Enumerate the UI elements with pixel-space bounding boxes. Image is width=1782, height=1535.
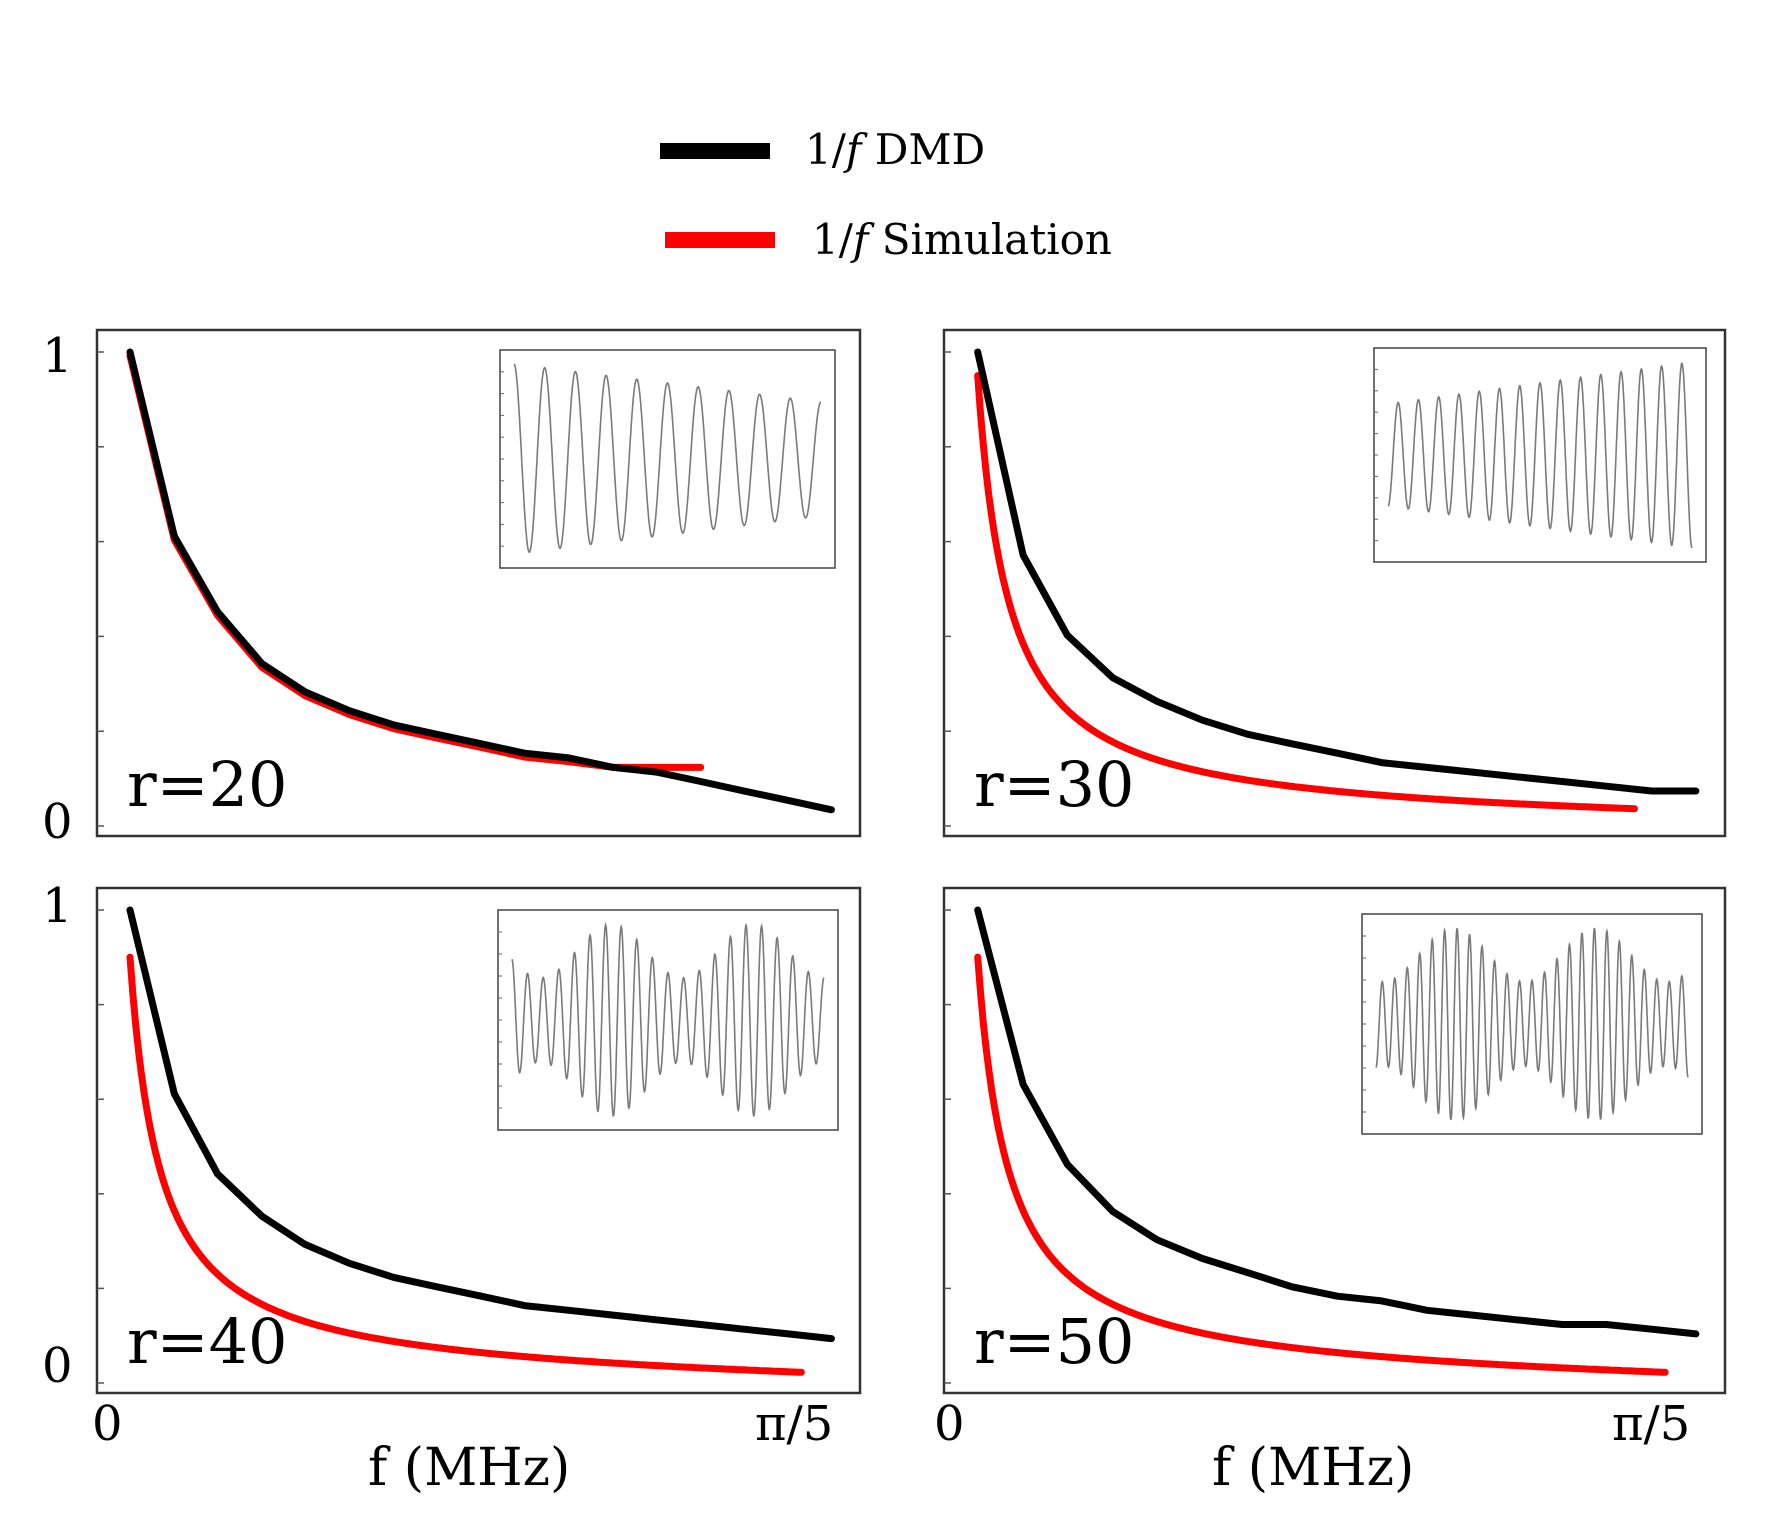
panel-4: r=50: [942, 886, 1727, 1395]
legend-swatch-dmd: [660, 143, 770, 159]
x-tick-end-right: π/5: [1612, 1396, 1690, 1452]
inset: [1373, 347, 1707, 563]
inset-signal-line: [1387, 362, 1693, 549]
inset-frame: [497, 909, 839, 1131]
inset-signal-line: [1375, 927, 1689, 1121]
panel-frame: [942, 886, 1727, 1395]
x-axis-title-left: f (MHz): [368, 1438, 570, 1498]
legend-label-simulation: 1/𝑓 Simulation: [812, 215, 1112, 264]
x-tick-end-left: π/5: [755, 1396, 833, 1452]
panel-3: r=40: [95, 886, 862, 1395]
panel-r-label: r=50: [974, 1305, 1134, 1378]
y-tick-top-panel3: 1: [42, 878, 73, 934]
panel-2: r=30: [942, 328, 1727, 838]
panel-r-label: r=20: [127, 748, 287, 821]
inset: [1361, 913, 1703, 1135]
y-tick-top-panel1: 1: [42, 328, 73, 384]
panel-r-label: r=30: [974, 748, 1134, 821]
y-tick-bottom-panel3: 0: [42, 1338, 73, 1394]
series-dmd-line: [126, 906, 835, 1343]
x-tick-start-right: 0: [934, 1396, 965, 1452]
inset-frame: [1361, 913, 1703, 1135]
series-dmd-line: [126, 348, 835, 814]
panel-frame: [95, 886, 862, 1395]
panel-frame: [942, 328, 1727, 838]
y-tick-labels: 1 0 1 0: [42, 328, 73, 1394]
series-dmd-line: [974, 906, 1700, 1338]
x-axis-title-right: f (MHz): [1212, 1438, 1414, 1498]
series-dmd-line: [974, 348, 1700, 795]
legend: 1/𝑓 DMD 1/𝑓 Simulation: [660, 125, 1112, 264]
legend-swatch-simulation: [665, 232, 775, 248]
y-tick-bottom-panel1: 0: [42, 794, 73, 850]
inset: [497, 909, 839, 1131]
inset-signal-line: [513, 363, 822, 554]
x-axis-labels: 0 π/5 f (MHz) 0 π/5 f (MHz): [92, 1396, 1690, 1498]
legend-label-dmd: 1/𝑓 DMD: [805, 125, 985, 174]
panel-frame: [95, 328, 862, 838]
panel-1: r=20: [95, 328, 862, 838]
series-simulation-line: [974, 953, 1669, 1376]
series-simulation-line: [974, 372, 1638, 813]
panel-r-label: r=40: [127, 1305, 287, 1378]
x-tick-start-left: 0: [92, 1396, 123, 1452]
inset: [499, 349, 836, 569]
inset-signal-line: [511, 922, 825, 1117]
inset-frame: [499, 349, 836, 569]
series-simulation-line: [126, 953, 805, 1376]
